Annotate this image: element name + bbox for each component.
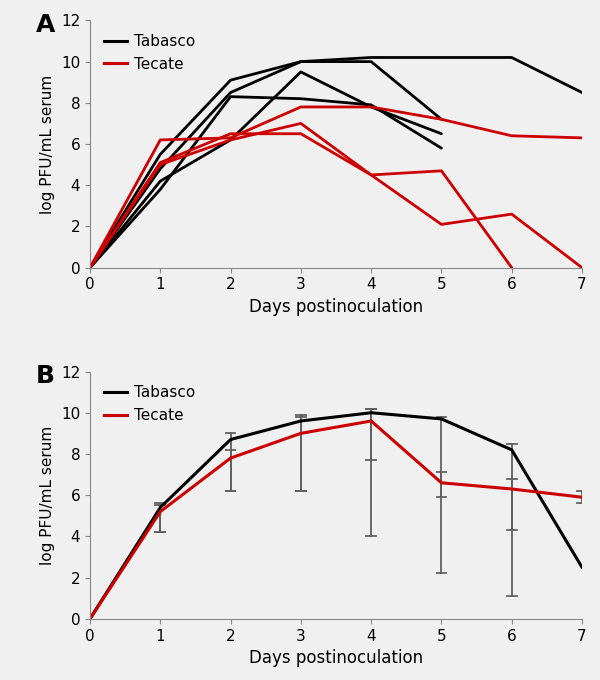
Tecate (297, 429, 304, 437)
Text: B: B (36, 364, 55, 388)
Y-axis label: log PFU/mL serum: log PFU/mL serum (40, 74, 55, 214)
Tecate (368, 417, 375, 425)
Legend: Tabasco, Tecate: Tabasco, Tecate (98, 28, 202, 78)
Tabasco (438, 415, 445, 423)
Tecate (86, 615, 94, 623)
Tabasco (508, 446, 515, 454)
Tabasco (86, 615, 94, 623)
Tabasco (227, 435, 234, 443)
Line: Tecate: Tecate (90, 421, 582, 619)
Tecate (578, 493, 586, 501)
Y-axis label: log PFU/mL serum: log PFU/mL serum (40, 426, 55, 565)
Tecate (438, 479, 445, 487)
Tecate (227, 454, 234, 462)
X-axis label: Days postinoculation: Days postinoculation (249, 298, 423, 316)
Text: A: A (36, 13, 55, 37)
Legend: Tabasco, Tecate: Tabasco, Tecate (98, 379, 202, 429)
Tabasco (297, 417, 304, 425)
Line: Tabasco: Tabasco (90, 413, 582, 619)
Tecate (157, 507, 164, 515)
Tecate (508, 485, 515, 493)
Tabasco (368, 409, 375, 417)
Tabasco (157, 503, 164, 511)
X-axis label: Days postinoculation: Days postinoculation (249, 649, 423, 667)
Tabasco (578, 563, 586, 571)
